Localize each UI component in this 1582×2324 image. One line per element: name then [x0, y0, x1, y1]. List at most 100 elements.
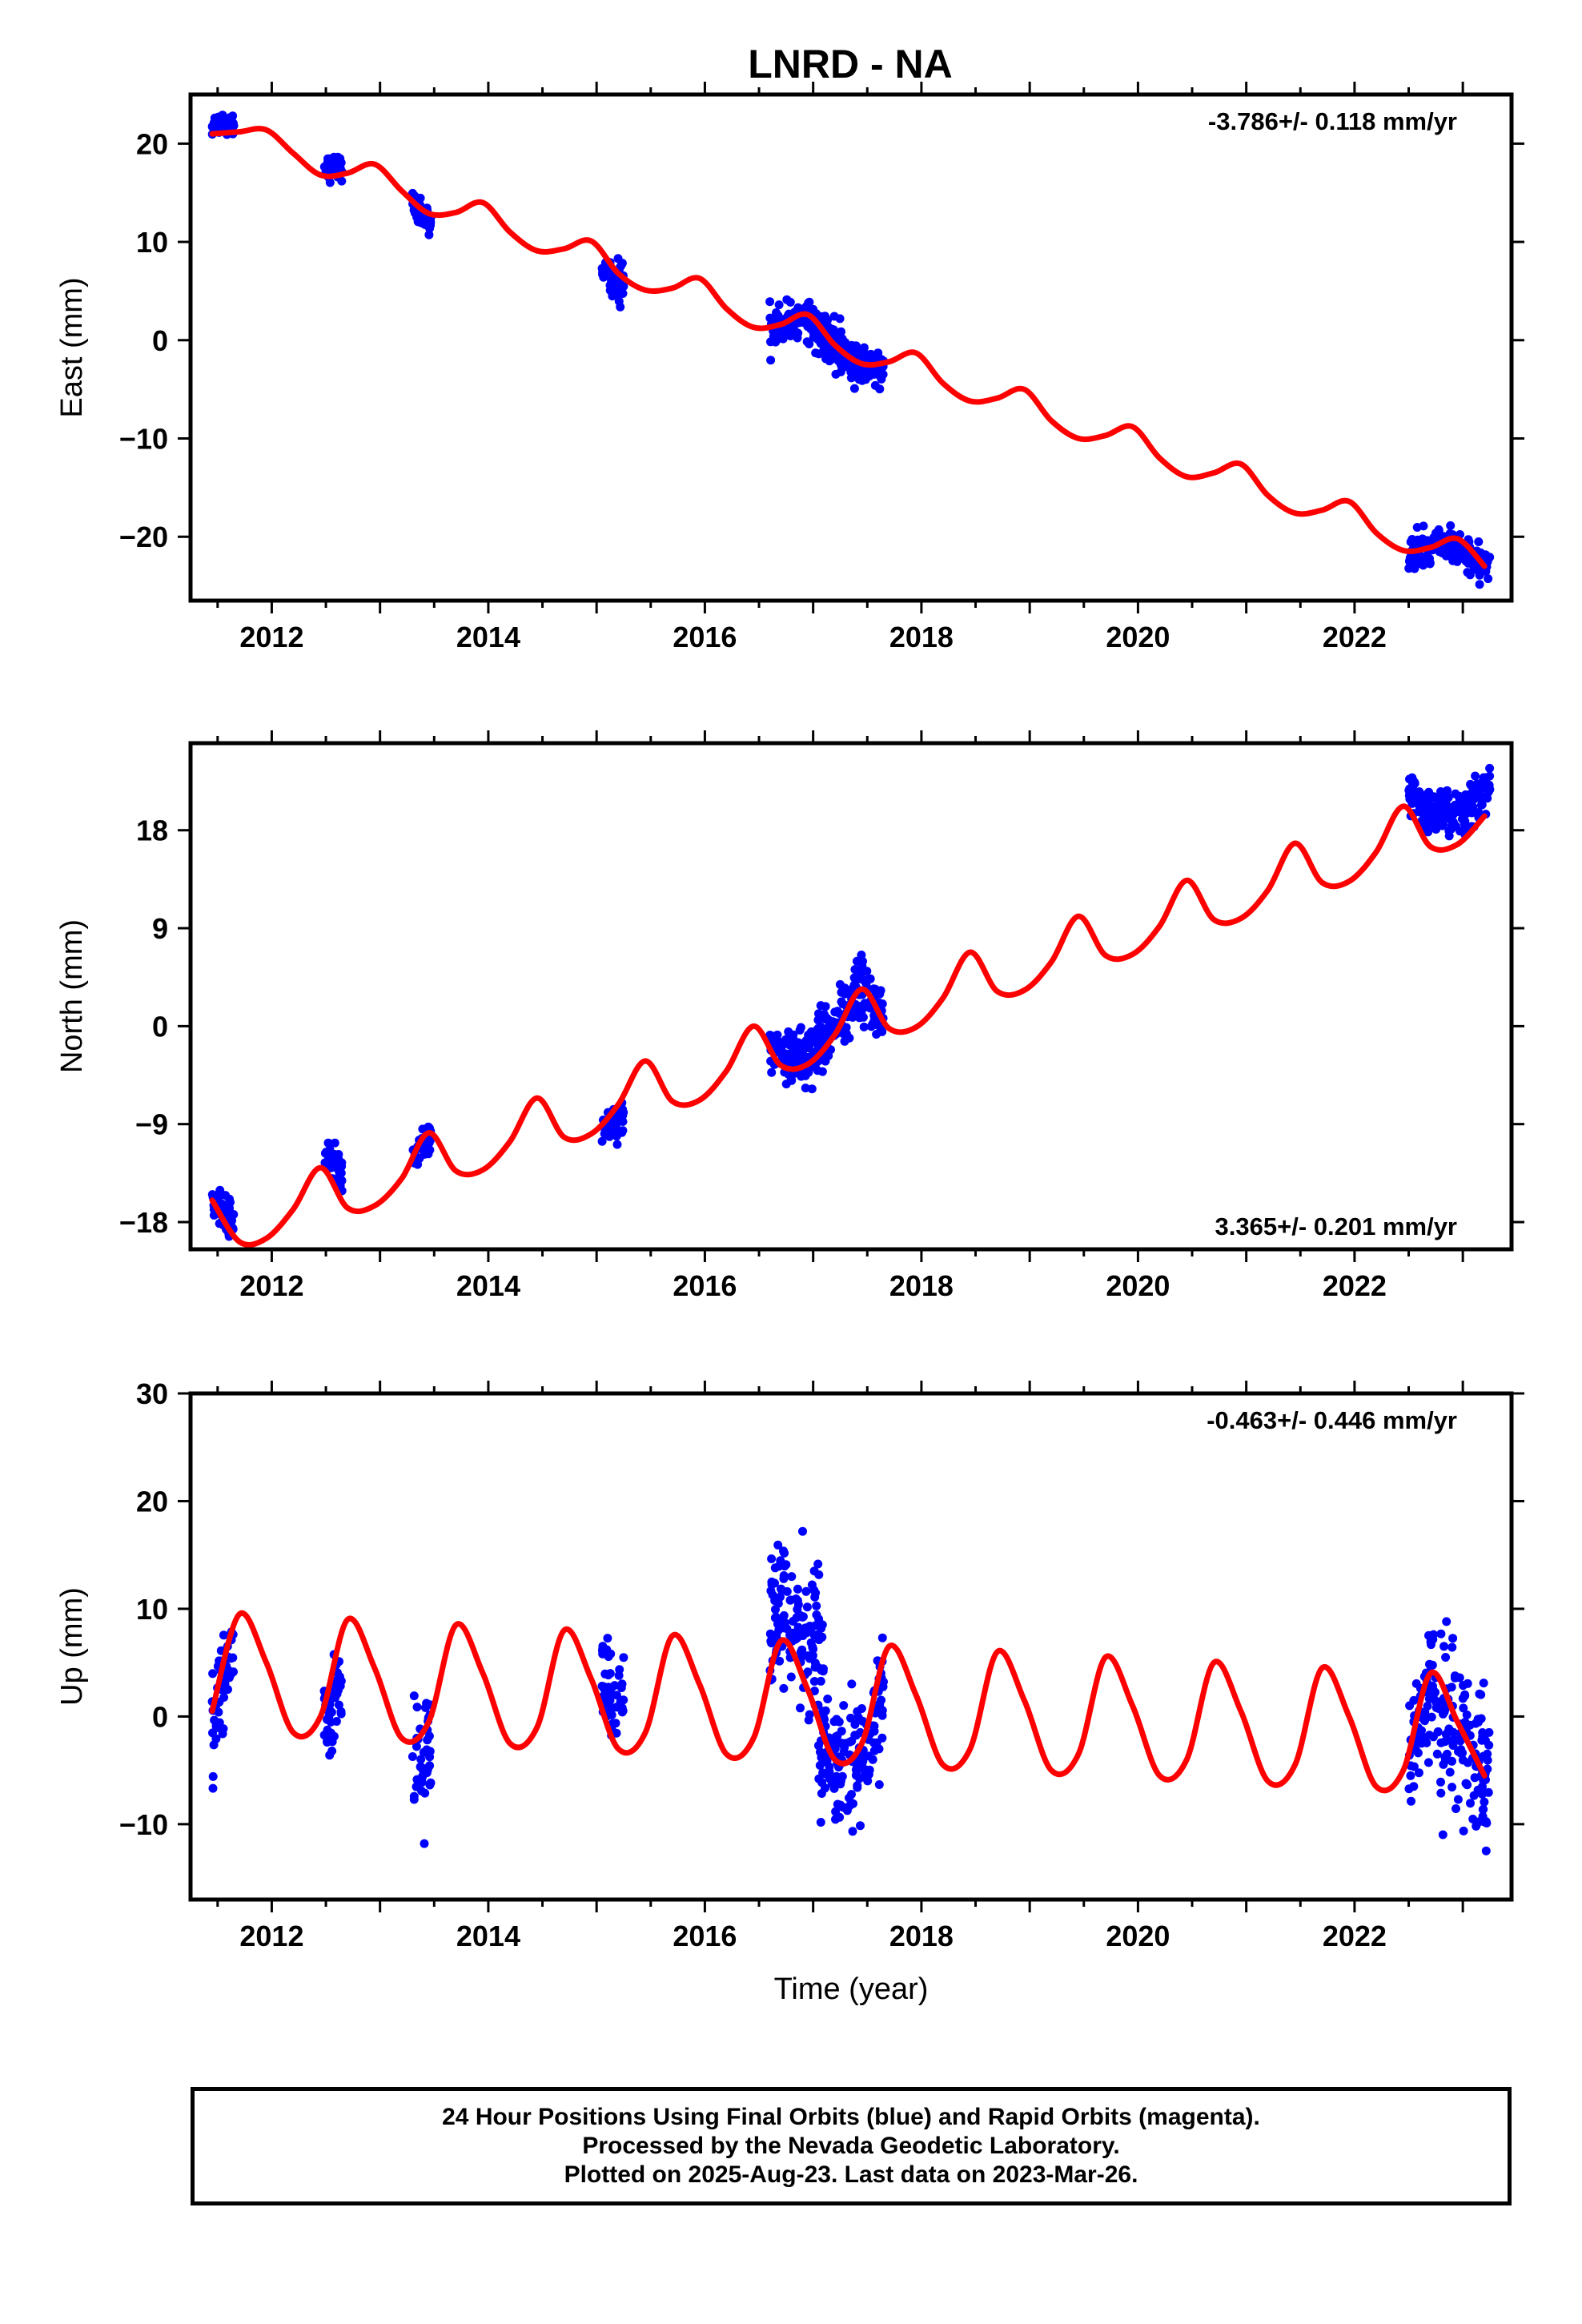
data-point — [786, 1672, 796, 1682]
data-point — [603, 267, 612, 276]
data-point — [334, 1700, 343, 1710]
footer-line-2: Processed by the Nevada Geodetic Laborat… — [582, 2133, 1120, 2159]
y-tick-label: 30 — [136, 1377, 168, 1410]
data-point — [1407, 788, 1417, 797]
data-point — [1446, 521, 1456, 530]
data-point — [1422, 1738, 1431, 1747]
data-point — [1433, 1727, 1443, 1736]
data-point — [1448, 818, 1458, 827]
data-point — [611, 283, 620, 293]
data-point — [1479, 1679, 1488, 1688]
data-point — [1478, 1782, 1487, 1791]
data-point — [793, 1600, 803, 1610]
data-point — [1431, 825, 1441, 834]
data-point — [878, 1682, 888, 1691]
data-point — [1414, 1768, 1423, 1778]
data-point — [619, 1653, 628, 1663]
data-point — [336, 1709, 346, 1719]
data-point — [857, 1007, 866, 1017]
data-point — [793, 1584, 802, 1594]
x-tick-label: 2020 — [1106, 621, 1170, 653]
data-point — [605, 1669, 615, 1679]
x-tick-label: 2020 — [1106, 1920, 1170, 1952]
data-point — [802, 1602, 812, 1612]
data-point — [616, 1682, 626, 1691]
data-point — [1437, 1696, 1447, 1706]
data-point — [1438, 1830, 1447, 1839]
data-point — [850, 349, 860, 358]
data-point — [424, 1123, 433, 1132]
data-point — [1461, 1779, 1471, 1788]
data-point — [834, 1009, 844, 1018]
data-point — [1441, 1755, 1450, 1765]
data-point — [219, 1693, 229, 1702]
data-point — [319, 1731, 329, 1740]
data-point — [1423, 827, 1433, 837]
data-point — [1479, 1804, 1488, 1814]
data-point — [779, 1610, 789, 1620]
data-point — [224, 1666, 233, 1675]
data-point — [424, 1731, 434, 1741]
data-point — [776, 1049, 785, 1059]
data-point — [807, 1580, 817, 1590]
data-point — [874, 1744, 884, 1754]
plot-area-east — [207, 111, 1495, 589]
data-point — [797, 1645, 807, 1655]
y-tick-label: 10 — [136, 226, 168, 259]
data-point — [837, 1727, 846, 1736]
data-point — [422, 1699, 432, 1708]
data-point — [1466, 1799, 1475, 1808]
data-point — [812, 1601, 821, 1610]
data-point — [336, 1676, 346, 1686]
plot-frame — [188, 92, 1514, 603]
x-tick-label: 2022 — [1323, 1269, 1387, 1302]
data-point — [1424, 1630, 1433, 1640]
data-point — [816, 1676, 825, 1686]
data-point — [1415, 803, 1424, 813]
data-point — [1423, 796, 1433, 806]
data-point — [1447, 1642, 1457, 1652]
data-point — [1454, 1735, 1464, 1744]
data-point — [219, 1630, 228, 1640]
data-point — [1424, 1731, 1434, 1740]
data-point — [824, 1023, 833, 1032]
data-point — [1447, 1683, 1456, 1692]
data-point — [226, 1654, 235, 1663]
x-tick-label: 2022 — [1323, 1920, 1387, 1952]
data-point — [1449, 802, 1458, 812]
data-point — [212, 1722, 222, 1731]
data-point — [612, 1132, 621, 1141]
data-point — [769, 332, 778, 341]
data-point — [774, 1040, 784, 1050]
data-point — [1484, 1787, 1493, 1797]
data-point — [870, 984, 880, 994]
data-point — [809, 1630, 819, 1640]
x-tick-label: 2012 — [239, 1920, 303, 1952]
data-point — [1436, 1777, 1445, 1787]
footer-box: 24 Hour Positions Using Final Orbits (bl… — [191, 2087, 1512, 2205]
data-point — [603, 1634, 612, 1643]
y-tick-label: −10 — [119, 423, 168, 456]
panel-up: 2012 2014 2016 2018 2020 2022 −10 0 10 20 30 Up (mm… — [55, 1377, 1524, 2006]
data-point — [618, 1117, 628, 1126]
data-point — [855, 1774, 864, 1783]
plot-frame — [188, 741, 1514, 1252]
x-tick-label: 2020 — [1106, 1269, 1170, 1302]
data-point — [420, 1788, 430, 1798]
x-tick-label: 2018 — [889, 621, 954, 653]
data-point — [765, 1629, 775, 1638]
x-tick-label: 2014 — [456, 621, 520, 653]
data-point — [820, 1715, 829, 1724]
x-tick-label: 2016 — [673, 1269, 737, 1302]
data-point — [804, 1715, 813, 1725]
data-point — [812, 1610, 821, 1619]
data-point — [335, 1169, 344, 1179]
data-point — [831, 330, 841, 339]
rate-label: 3.365+/- 0.201 mm/yr — [1215, 1212, 1457, 1240]
data-point — [781, 1035, 790, 1044]
data-point — [1409, 1782, 1419, 1791]
data-point — [877, 1706, 887, 1715]
data-point — [845, 1801, 854, 1811]
data-point — [1439, 1709, 1447, 1719]
data-point — [848, 1827, 857, 1836]
